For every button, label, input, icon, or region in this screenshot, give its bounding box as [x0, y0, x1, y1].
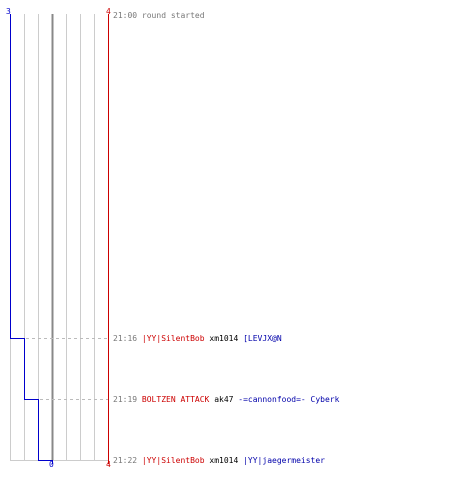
kill-event-row: 21:19 BOLTZEN ATTACK ak47 -=cannonfood=-…: [113, 395, 339, 405]
killer-name: |YY|SilentBob: [141, 334, 205, 343]
killer-name: BOLTZEN ATTACK: [141, 395, 210, 404]
weapon-name: ak47: [214, 395, 234, 404]
event-time: 21:19: [113, 395, 138, 404]
kill-event-row: 21:22 |YY|SilentBob xm1014 |YY|jaegermei…: [113, 456, 325, 466]
grid-lines: [10, 14, 109, 461]
event-guides: [26, 338, 108, 400]
event-text: round started: [141, 11, 205, 20]
weapon-name: xm1014: [209, 456, 239, 465]
round-start-entry: 21:00 round started: [113, 11, 205, 21]
victim-name: [LEVJX@N: [243, 334, 282, 343]
kill-event-row: 21:16 |YY|SilentBob xm1014 [LEVJX@N: [113, 334, 282, 344]
red-score-top: 4: [106, 7, 111, 16]
event-time: 21:00: [113, 11, 138, 20]
blue-team-step-line: [10, 14, 53, 464]
blue-score-bottom: 0: [49, 460, 54, 469]
weapon-name: xm1014: [209, 334, 239, 343]
blue-score-top: 3: [6, 7, 11, 16]
victim-name: -=cannonfood=- Cyberk: [238, 395, 340, 404]
red-score-bottom: 4: [106, 460, 111, 469]
event-time: 21:22: [113, 456, 138, 465]
victim-name: |YY|jaegermeister: [243, 456, 325, 465]
killer-name: |YY|SilentBob: [141, 456, 205, 465]
event-time: 21:16: [113, 334, 138, 343]
